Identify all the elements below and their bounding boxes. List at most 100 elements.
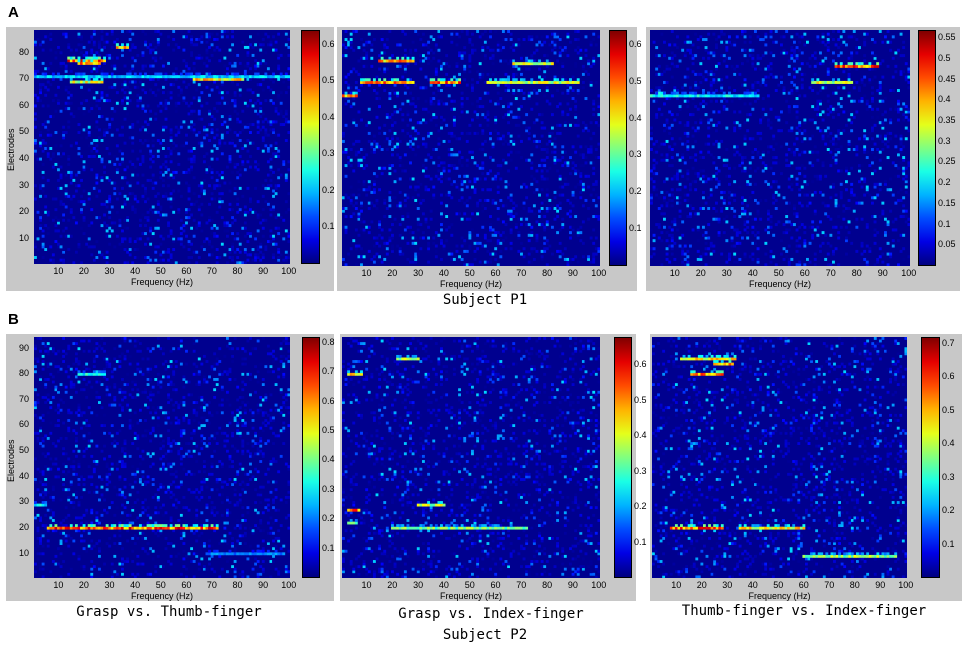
heatmap-cell bbox=[357, 139, 361, 143]
heatmap-cell bbox=[131, 56, 135, 60]
heatmap-cell bbox=[192, 250, 196, 254]
heatmap-cell bbox=[80, 194, 83, 198]
heatmap-cell bbox=[730, 244, 734, 248]
heatmap-cell bbox=[259, 245, 263, 249]
heatmap-cell bbox=[429, 102, 433, 106]
heatmap-cell bbox=[256, 120, 260, 124]
heatmap-cell bbox=[512, 62, 516, 66]
x-tick-label: 90 bbox=[567, 268, 578, 278]
heatmap-cell bbox=[878, 62, 882, 66]
heatmap-cell bbox=[108, 99, 112, 103]
heatmap-cell bbox=[156, 77, 160, 81]
heatmap-cell bbox=[354, 201, 358, 205]
heatmap-cell bbox=[442, 166, 446, 170]
heatmap-cell bbox=[432, 113, 436, 117]
heatmap-cell bbox=[681, 252, 685, 256]
heatmap-cell bbox=[411, 241, 415, 245]
heatmap-cell bbox=[545, 241, 549, 245]
heatmap-cell bbox=[354, 86, 358, 90]
heatmap-cell bbox=[200, 213, 204, 217]
heatmap-cell bbox=[722, 198, 726, 202]
heatmap-cell bbox=[754, 228, 757, 232]
heatmap-cell bbox=[393, 131, 397, 135]
heatmap-cell bbox=[82, 77, 86, 81]
heatmap-cell bbox=[837, 129, 841, 133]
heatmap-cell bbox=[367, 188, 371, 192]
heatmap-cell bbox=[902, 70, 906, 74]
heatmap-cell bbox=[816, 113, 820, 117]
heatmap-cell bbox=[256, 131, 260, 135]
heatmap-cell bbox=[264, 248, 268, 252]
heatmap-cell bbox=[728, 252, 731, 256]
heatmap-cell bbox=[41, 149, 45, 153]
heatmap-cell bbox=[540, 215, 544, 219]
heatmap-cell bbox=[115, 210, 119, 214]
heatmap-cell bbox=[499, 198, 503, 202]
heatmap-cell bbox=[504, 247, 508, 251]
heatmap-cell bbox=[192, 176, 196, 180]
heatmap-cell bbox=[450, 131, 454, 135]
heatmap-cell bbox=[587, 129, 590, 133]
heatmap-cell bbox=[367, 83, 371, 87]
heatmap-cell bbox=[556, 89, 560, 92]
heatmap-cell bbox=[144, 139, 147, 142]
heatmap-cell bbox=[556, 131, 560, 135]
heatmap-cell bbox=[876, 260, 880, 264]
heatmap-cell bbox=[795, 56, 799, 60]
heatmap-cell bbox=[790, 257, 794, 261]
heatmap-cell bbox=[98, 45, 101, 49]
heatmap-cell bbox=[702, 89, 705, 92]
heatmap-cell bbox=[509, 32, 513, 36]
heatmap-cell bbox=[735, 228, 739, 232]
heatmap-cell bbox=[668, 225, 672, 229]
heatmap-cell bbox=[406, 225, 410, 229]
heatmap-cell bbox=[256, 245, 260, 249]
heatmap-cell bbox=[92, 147, 96, 150]
heatmap-cell bbox=[251, 53, 255, 57]
heatmap-cell bbox=[272, 253, 275, 257]
heatmap-cell bbox=[174, 43, 178, 47]
heatmap-cell bbox=[434, 148, 438, 151]
heatmap-cell bbox=[550, 142, 554, 146]
heatmap-cell bbox=[868, 131, 872, 135]
heatmap-cell bbox=[691, 97, 695, 101]
heatmap-cell bbox=[501, 134, 505, 138]
heatmap-cell bbox=[192, 128, 196, 132]
heatmap-cell bbox=[507, 83, 510, 87]
heatmap-cell bbox=[277, 256, 281, 259]
heatmap-cell bbox=[213, 37, 217, 41]
heatmap-cell bbox=[174, 101, 178, 105]
heatmap-cell bbox=[238, 186, 242, 190]
heatmap-cell bbox=[665, 231, 669, 235]
heatmap-cell bbox=[512, 43, 516, 47]
heatmap-cell bbox=[208, 202, 211, 206]
heatmap-cell bbox=[427, 131, 431, 135]
heatmap-cell bbox=[236, 149, 240, 153]
heatmap-cell bbox=[899, 233, 903, 237]
heatmap-cell bbox=[491, 142, 495, 146]
heatmap-cell bbox=[668, 164, 672, 168]
heatmap-cell bbox=[458, 198, 461, 202]
heatmap-cell bbox=[416, 223, 420, 227]
heatmap-cell bbox=[218, 141, 222, 145]
heatmap-cell bbox=[249, 75, 252, 79]
heatmap-cell bbox=[871, 215, 874, 219]
heatmap-cell bbox=[774, 115, 778, 119]
heatmap-cell bbox=[517, 89, 521, 92]
heatmap-cell bbox=[902, 196, 906, 200]
heatmap-cell bbox=[187, 168, 191, 172]
heatmap-cell bbox=[686, 263, 690, 266]
heatmap-cell bbox=[738, 257, 742, 261]
heatmap-cell bbox=[889, 137, 893, 141]
heatmap-cell bbox=[486, 118, 490, 122]
heatmap-cell bbox=[808, 225, 812, 229]
heatmap-cell bbox=[110, 56, 114, 60]
heatmap-cell bbox=[34, 149, 37, 153]
heatmap-cell bbox=[665, 139, 669, 143]
heatmap-cell bbox=[863, 193, 867, 197]
heatmap-cell bbox=[597, 156, 600, 160]
heatmap-cell bbox=[670, 228, 674, 232]
heatmap-cell bbox=[730, 239, 734, 243]
heatmap-cell bbox=[787, 185, 791, 189]
heatmap-cell bbox=[463, 212, 467, 216]
